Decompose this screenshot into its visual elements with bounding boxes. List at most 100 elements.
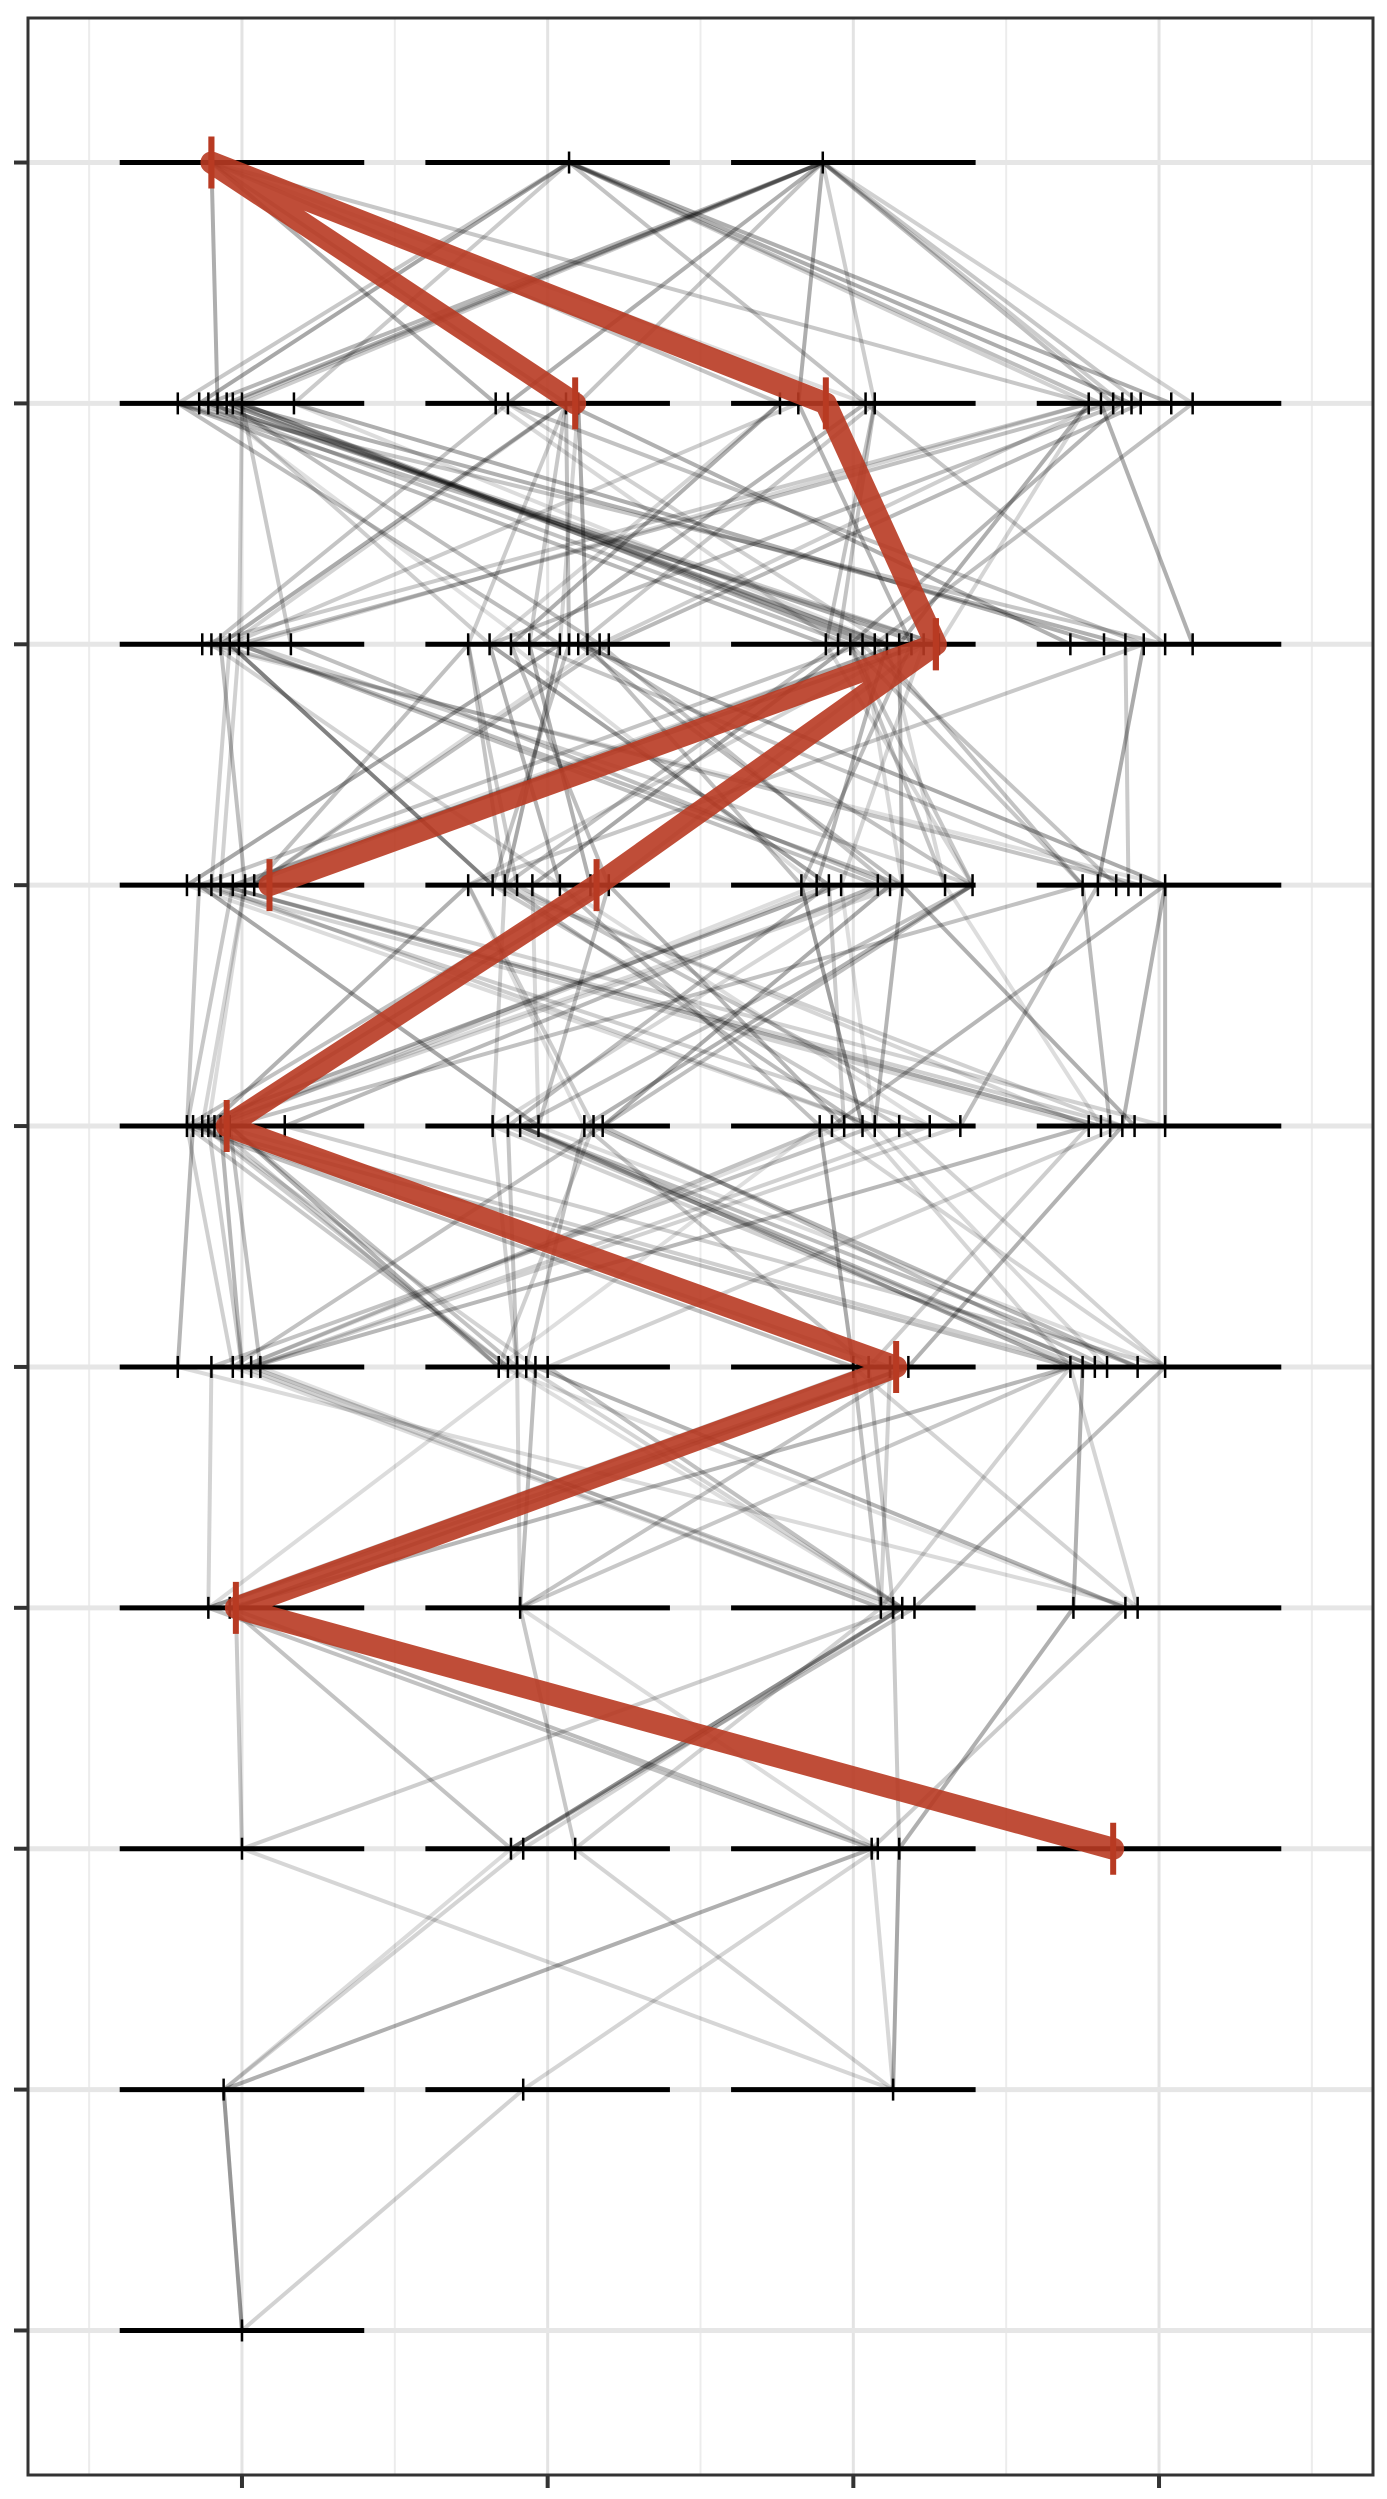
background-trajectory-line (220, 883, 1123, 1128)
background-trajectory-line (573, 1847, 895, 2092)
background-trajectory-line (583, 1124, 870, 1369)
background-trajectory-line (490, 885, 507, 1127)
background-trajectory-line (238, 642, 879, 888)
background-trajectory-line (504, 883, 1090, 1128)
background-trajectory-line (879, 1365, 1072, 1610)
background-trajectory-line (869, 1848, 896, 2090)
background-trajectory-line (491, 883, 1124, 1128)
background-trajectory-line (848, 401, 1124, 646)
background-trajectory-line (488, 642, 831, 887)
background-trajectory-line (861, 642, 1118, 887)
background-trajectory-line (860, 1124, 1072, 1369)
background-trajectory-line (943, 884, 1103, 1128)
background-trajectory-line (466, 643, 520, 886)
background-trajectory-line (796, 402, 914, 646)
background-trajectory-line (221, 2089, 244, 2331)
background-trajectory-line (292, 161, 571, 405)
background-trajectory-line (506, 401, 889, 646)
background-trajectory-line (253, 883, 1166, 1128)
background-trajectory-line (491, 883, 901, 1128)
background-trajectory-line (207, 401, 940, 647)
background-trajectory-line (219, 883, 830, 1128)
background-trajectory-line (210, 642, 1142, 888)
background-trajectory-line (250, 1124, 1090, 1369)
background-trajectory-line (228, 1124, 501, 1369)
background-trajectory-line (177, 401, 827, 647)
background-trajectory-line (958, 884, 1100, 1128)
background-trajectory-line (253, 642, 610, 887)
background-trajectory-line (227, 1125, 263, 1368)
background-trajectories-layer (175, 160, 1195, 2332)
background-trajectory-line (891, 1848, 902, 2090)
panel-border (26, 16, 1375, 2477)
background-trajectory-line (507, 1124, 1096, 1369)
background-trajectory-line (527, 403, 568, 645)
background-trajectory-line (228, 1124, 519, 1369)
background-trajectory-line (185, 642, 561, 887)
background-trajectory-line (247, 401, 1090, 647)
background-trajectory-line (870, 1606, 1127, 1851)
background-trajectory-line (226, 401, 888, 647)
background-trajectory-line (177, 401, 940, 647)
background-trajectory-line (206, 883, 470, 1128)
background-trajectory-line (210, 883, 876, 1128)
background-trajectory-line (222, 1846, 873, 2092)
background-trajectory-line (491, 1124, 1084, 1369)
background-trajectory-line (185, 642, 561, 887)
background-trajectory-line (466, 884, 587, 1127)
background-trajectory-line (509, 642, 818, 887)
background-trajectory-line (527, 643, 593, 886)
background-trajectory-line (229, 883, 1084, 1128)
highlight-trajectory-layer (200, 136, 1125, 1875)
background-trajectory-line (839, 884, 877, 1127)
background-trajectory-line (576, 161, 825, 405)
background-trajectory-line (198, 401, 851, 647)
background-trajectory-line (221, 2089, 244, 2331)
background-trajectory-line (198, 883, 1090, 1128)
background-trajectory-line (253, 642, 601, 887)
background-trajectory-line (207, 883, 903, 1128)
background-trajectory-line (293, 401, 888, 647)
background-trajectory-line (218, 644, 241, 886)
background-trajectory-line (228, 401, 800, 647)
background-trajectory-line (175, 1125, 196, 1368)
background-trajectory-line (228, 642, 494, 887)
background-trajectory-line (601, 1124, 1108, 1369)
background-trajectory-line (503, 883, 864, 1128)
background-trajectory-line (184, 885, 202, 1127)
background-trajectory-line (592, 1124, 1139, 1369)
background-trajectory-line (534, 1365, 1127, 1610)
background-trajectory-line (241, 1605, 903, 1851)
background-trajectory-line (240, 2088, 525, 2332)
background-trajectory-line (891, 1607, 902, 1849)
background-trajectory-line (241, 401, 864, 647)
background-trajectory-line (497, 1124, 821, 1369)
background-trajectory-line (937, 402, 1091, 646)
background-trajectory-line (1123, 644, 1131, 886)
background-trajectory-line (502, 643, 562, 886)
background-trajectory-line (817, 1125, 856, 1368)
background-trajectory-line (466, 402, 568, 646)
background-trajectory-line (506, 1365, 904, 1610)
background-trajectory-line (507, 401, 1145, 647)
background-trajectory-line (897, 402, 1091, 646)
background-trajectory-line (515, 1366, 523, 1608)
background-trajectory-line (201, 401, 1090, 647)
background-trajectory-line (218, 1125, 244, 1368)
background-trajectory-line (284, 883, 879, 1128)
background-trajectory-line (494, 401, 840, 646)
background-trajectory-line (528, 401, 867, 646)
background-trajectory-line (225, 401, 601, 646)
background-trajectory-line (505, 1125, 520, 1368)
background-trajectory-line (525, 1365, 904, 1610)
background-trajectory-line (528, 642, 1130, 888)
background-trajectory-line (213, 883, 818, 1128)
background-trajectory-line (488, 401, 782, 646)
background-trajectory-line (568, 160, 1172, 406)
background-trajectory-line (598, 642, 892, 887)
background-trajectory-line (240, 403, 293, 645)
background-trajectory-line (231, 1124, 604, 1369)
background-trajectory-line (207, 1365, 528, 1610)
background-trajectory-line (913, 1365, 1167, 1610)
